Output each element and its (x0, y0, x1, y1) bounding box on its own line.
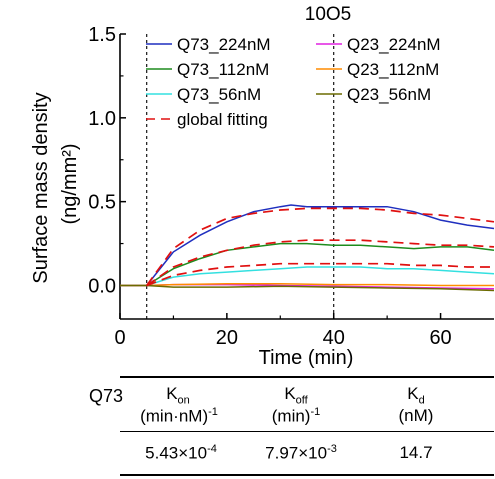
y-axis-label-main: Surface mass density (30, 92, 52, 283)
value-kd-text: 14.7 (399, 443, 433, 462)
fit-line-extra-0 (146, 239, 495, 287)
value-koff-exp: -3 (327, 443, 337, 455)
table-top-rule (120, 376, 494, 378)
legend-label-1: Q73_112nM (177, 60, 269, 79)
header-kon-unit-sup: -1 (208, 406, 218, 418)
table-bottom-rule (120, 474, 494, 476)
header-kon-main: K (166, 384, 178, 403)
value-koff-mant: 7.97×10 (265, 443, 328, 463)
header-kd-sub: d (418, 394, 425, 407)
value-koff: 7.97×10-3 (246, 443, 356, 464)
series-line-1 (120, 242, 495, 287)
header-kd-unit: (nM) (398, 406, 434, 425)
y-tick-label-0: 0.0 (88, 275, 116, 297)
legend-label-6: global fitting (177, 110, 268, 129)
x-tick-label-1: 20 (216, 327, 238, 349)
legend-label-0: Q73_224nM (177, 35, 271, 54)
header-kon-unit: (min·nM)-1 (124, 406, 234, 427)
header-koff-main: K (284, 384, 296, 403)
x-tick-label-2: 40 (323, 327, 345, 349)
header-kon-unit-text: (min·nM) (140, 406, 209, 426)
legend-label-4: Q23_112nM (347, 60, 439, 79)
binding-kinetics-chart: 0 20 40 60 0.0 0.5 1.0 1.5 Q73_224nM Q73_112nM Q7… (30, 4, 495, 369)
header-kon-sub: on (177, 394, 190, 407)
header-koff: Koff (246, 384, 346, 406)
table-mid-rule (120, 431, 494, 432)
fit-line-extra-1 (146, 262, 494, 287)
x-axis-label: Time (min) (259, 347, 354, 369)
chart-title: 10O5 (305, 4, 351, 25)
header-koff-unit-text: (min) (271, 406, 311, 426)
y-tick-label-3: 1.5 (88, 24, 116, 46)
value-kd: 14.7 (376, 443, 456, 463)
series-line-2 (120, 266, 495, 287)
y-axis-label-unit: (ng/mm²) (59, 143, 81, 224)
legend-label-3: Q23_224nM (347, 35, 441, 54)
x-tick-label-3: 60 (429, 327, 451, 349)
series-line-4 (120, 283, 494, 287)
kinetics-table: Q73 Kon (min·nM)-1 Koff (min)-1 Kd (nM) … (76, 376, 495, 476)
table-row-label: Q73 (88, 386, 124, 406)
header-koff-unit: (min)-1 (246, 406, 346, 427)
series-line-6 (146, 207, 495, 286)
x-tick-label-0: 0 (114, 327, 125, 349)
header-kd-main: K (407, 384, 419, 403)
value-kon: 5.43×10-4 (126, 443, 236, 464)
legend-label-2: Q73_56nM (177, 85, 261, 104)
legend-label-5: Q23_56nM (347, 85, 431, 104)
value-kon-mant: 5.43×10 (145, 443, 208, 463)
value-kon-exp: -4 (207, 443, 217, 455)
y-tick-label-2: 1.0 (88, 108, 116, 130)
series-line-0 (120, 204, 495, 287)
header-kon: Kon (128, 384, 228, 406)
header-koff-sub: off (295, 394, 308, 407)
y-tick-label-1: 0.5 (88, 192, 116, 214)
series-line-5 (120, 284, 495, 292)
header-koff-unit-sup: -1 (310, 406, 321, 418)
header-kd: Kd (376, 384, 456, 406)
